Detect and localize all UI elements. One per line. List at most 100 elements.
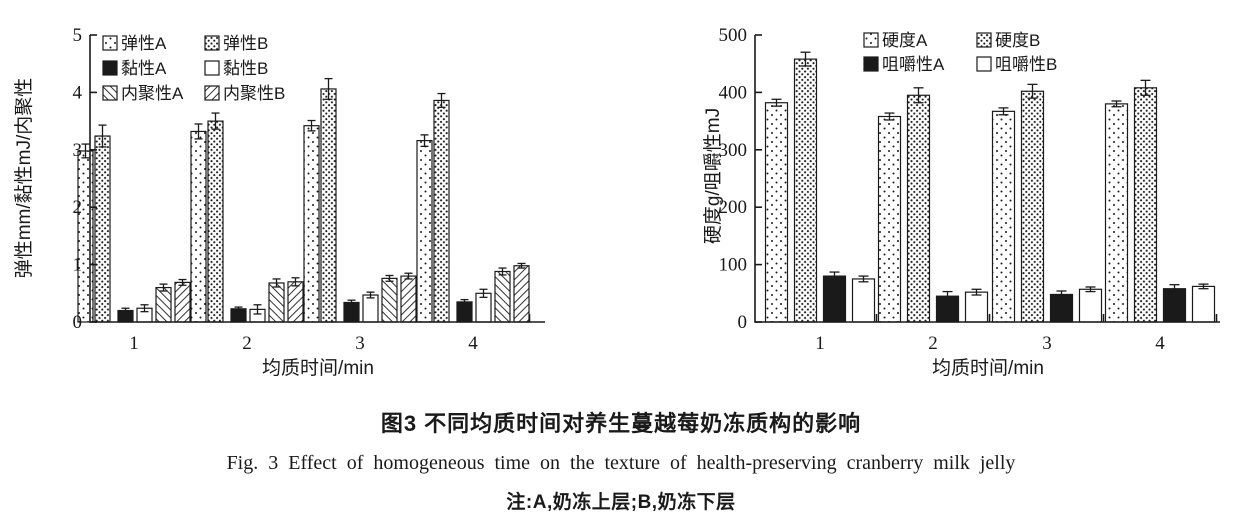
error-bar-内聚性A-3 — [385, 274, 394, 282]
right-chart-axes — [754, 34, 1220, 323]
y-tick-label: 4 — [73, 82, 83, 103]
x-tick-label: 3 — [355, 333, 365, 354]
legend-swatch-icon — [976, 56, 992, 72]
legend-label: 弹性B — [223, 34, 268, 53]
legend-label: 硬度B — [995, 31, 1040, 50]
error-bar-咀嚼性A-2 — [942, 290, 953, 302]
bar-内聚性A-3 — [381, 277, 398, 323]
error-bar-弹性A-1 — [81, 143, 90, 159]
error-bar-内聚性A-2 — [272, 278, 281, 288]
bar-弹性B-4 — [433, 99, 450, 323]
error-bar-咀嚼性B-1 — [858, 275, 869, 283]
bar-硬度A-3 — [991, 110, 1016, 323]
bar-咀嚼性B-3 — [1078, 288, 1103, 323]
figure-captions: 图3 不同均质时间对养生蔓越莓奶冻质构的影响 Fig. 3 Effect of … — [0, 392, 1242, 514]
error-bar-内聚性A-1 — [159, 283, 168, 292]
bar-弹性A-4 — [416, 140, 433, 323]
bar-咀嚼性B-1 — [851, 278, 876, 323]
error-bar-咀嚼性B-2 — [971, 288, 982, 296]
figure-note: 注:A,奶冻上层;B,奶冻下层 — [506, 492, 736, 513]
error-bar-内聚性B-1 — [178, 278, 187, 286]
bar-内聚性A-1 — [155, 286, 172, 323]
x-tick-label: 4 — [468, 333, 478, 354]
legend-swatch-icon — [204, 85, 220, 101]
bar-咀嚼性A-4 — [1162, 288, 1187, 323]
bar-咀嚼性A-3 — [1049, 293, 1074, 323]
x-tick-label: 2 — [928, 333, 938, 354]
error-bar-黏性B-2 — [253, 304, 262, 315]
legend-label: 咀嚼性B — [995, 55, 1057, 74]
bar-咀嚼性A-1 — [822, 275, 847, 323]
y-axis-label: 弹性mm/黏性mJ/内聚性 — [13, 78, 35, 279]
bar-硬度B-4 — [1133, 87, 1158, 323]
bar-charts-canvas: 0 1 2 3 4 5 1 2 3 4 均质时间/min 弹性mm/黏性mJ/内聚性 弹性A 弹性B 黏性A… — [13, 25, 1220, 379]
left-chart: 0 1 2 3 4 5 1 2 3 4 均质时间/min 弹性mm/黏性mJ/内聚性 弹性A 弹性B 黏性A… — [13, 25, 545, 379]
legend-swatch-icon — [102, 60, 118, 76]
bar-弹性B-1 — [94, 135, 111, 323]
bar-黏性B-3 — [362, 294, 379, 323]
bar-咀嚼性B-2 — [964, 291, 989, 323]
legend-label: 硬度A — [882, 31, 928, 50]
error-bar-咀嚼性A-1 — [829, 271, 840, 281]
left-chart-axes — [89, 34, 545, 323]
error-bar-咀嚼性B-4 — [1198, 283, 1209, 290]
error-bar-黏性B-4 — [479, 288, 488, 298]
error-bar-硬度A-1 — [771, 98, 782, 107]
error-bar-硬度A-4 — [1111, 100, 1122, 108]
x-tick-label: 2 — [242, 333, 252, 354]
legend-swatch-icon — [976, 32, 992, 48]
right-chart-legend: 硬度A 硬度B 咀嚼性A 咀嚼性B — [863, 31, 1057, 74]
left-chart-legend: 弹性A 弹性B 黏性A 黏性B 内聚性A 内聚性B — [102, 34, 285, 103]
error-bar-硬度B-2 — [913, 87, 924, 104]
legend-label: 咀嚼性A — [882, 55, 945, 74]
error-bar-弹性B-4 — [437, 92, 446, 108]
error-bar-弹性A-2 — [194, 123, 203, 140]
y-tick-label: 400 — [719, 82, 748, 103]
legend-label: 内聚性A — [121, 84, 184, 103]
bar-咀嚼性B-4 — [1191, 285, 1216, 323]
bar-弹性A-3 — [303, 125, 320, 323]
legend-swatch-icon — [102, 35, 118, 51]
error-bar-硬度B-4 — [1140, 79, 1151, 96]
error-bar-内聚性A-4 — [498, 267, 507, 276]
error-bar-黏性A-1 — [121, 307, 130, 314]
legend-swatch-icon — [204, 60, 220, 76]
error-bar-黏性B-3 — [366, 291, 375, 299]
y-axis-label: 硬度g/咀嚼性mJ — [702, 108, 724, 244]
error-bar-弹性B-3 — [324, 77, 333, 100]
error-bar-内聚性B-3 — [404, 272, 413, 280]
legend-swatch-icon — [863, 32, 879, 48]
error-bar-黏性A-4 — [460, 298, 469, 305]
bar-内聚性B-4 — [513, 265, 530, 323]
right-chart: 0 100 200 300 400 500 1 2 3 4 均质时间/min 硬度g/咀嚼性mJ 硬度A… — [702, 25, 1220, 379]
error-bar-黏性B-1 — [140, 304, 149, 313]
y-tick-label: 5 — [73, 25, 83, 46]
bar-硬度B-3 — [1020, 90, 1045, 323]
bar-硬度A-4 — [1104, 103, 1129, 323]
bar-内聚性A-2 — [268, 282, 285, 323]
bar-内聚性B-1 — [174, 281, 191, 323]
error-bar-咀嚼性A-4 — [1169, 284, 1180, 294]
y-tick-label: 1 — [73, 255, 83, 276]
bar-硬度B-1 — [793, 58, 818, 323]
bar-硬度A-1 — [764, 102, 789, 323]
bar-弹性A-2 — [190, 130, 207, 323]
error-bar-内聚性B-2 — [291, 277, 300, 287]
bar-硬度A-2 — [877, 115, 902, 323]
error-bar-硬度B-1 — [800, 51, 811, 67]
error-bar-咀嚼性A-3 — [1056, 290, 1067, 299]
error-bar-内聚性B-4 — [517, 262, 526, 269]
error-bar-弹性B-2 — [211, 112, 220, 130]
x-tick-label: 4 — [1155, 333, 1165, 354]
figure-caption-en: Fig. 3 Effect of homogeneous time on the… — [226, 452, 1016, 474]
y-tick-label: 300 — [719, 140, 748, 161]
x-tick-label: 1 — [815, 333, 825, 354]
legend-swatch-icon — [102, 85, 118, 101]
bar-弹性B-2 — [207, 120, 224, 323]
x-axis-label: 均质时间/min — [932, 357, 1044, 379]
error-bar-硬度A-3 — [998, 107, 1009, 116]
y-tick-label: 0 — [73, 312, 83, 333]
legend-label: 黏性A — [121, 59, 167, 78]
error-bar-咀嚼性B-3 — [1085, 286, 1096, 293]
